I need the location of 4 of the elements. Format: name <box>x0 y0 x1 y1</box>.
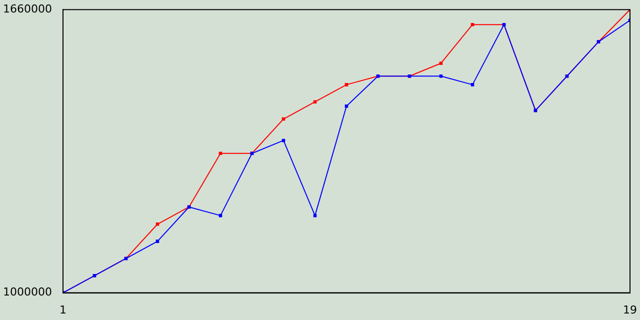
y-tick-label: 1000000 <box>2 286 52 299</box>
x-tick-label: 19 <box>623 303 637 316</box>
x-tick-label: 1 <box>59 303 66 316</box>
y-tick-label: 1660000 <box>2 2 52 16</box>
